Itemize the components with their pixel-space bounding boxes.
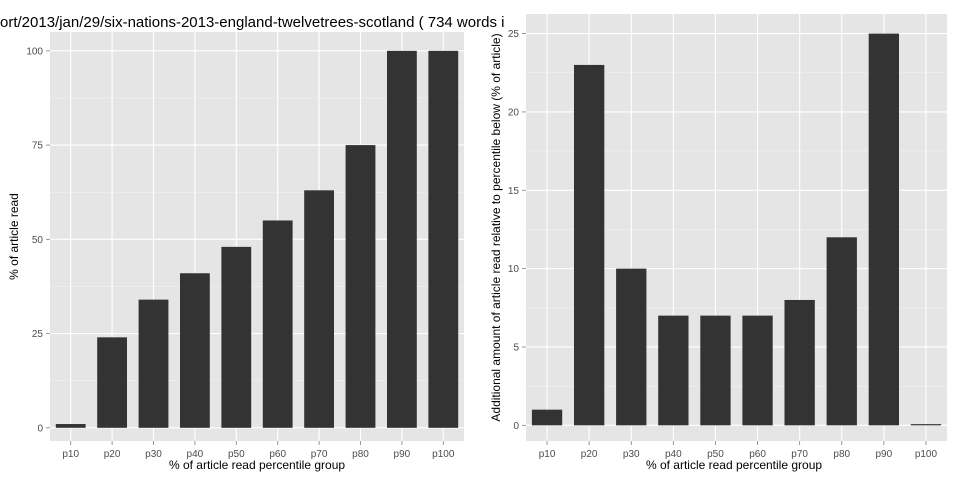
x-tick-label: p70 xyxy=(791,449,808,460)
bar-p70 xyxy=(304,190,335,428)
x-tick-label: p60 xyxy=(749,449,766,460)
bar-p20 xyxy=(97,337,128,428)
bar-p60 xyxy=(262,220,293,428)
x-tick-label: p70 xyxy=(311,449,328,460)
x-tick-label: p40 xyxy=(187,449,204,460)
bar-p60 xyxy=(742,315,773,426)
bar-p100 xyxy=(428,50,459,428)
y-axis-label: Additional amount of article read relati… xyxy=(489,33,503,421)
y-tick-label: 75 xyxy=(32,141,44,152)
x-tick-label: p50 xyxy=(707,449,724,460)
bar-p30 xyxy=(616,268,647,426)
x-tick-label: p20 xyxy=(104,449,121,460)
bar-p80 xyxy=(345,145,376,428)
bar-p100 xyxy=(910,424,942,426)
x-tick-label: p60 xyxy=(269,449,286,460)
bar-p50 xyxy=(700,315,731,426)
bar-p90 xyxy=(868,33,900,426)
x-axis-label: % of article read percentile group xyxy=(169,458,345,472)
y-tick-label: 10 xyxy=(508,264,520,275)
bar-p70 xyxy=(784,299,815,426)
x-tick-label: p20 xyxy=(581,449,598,460)
bar-p80 xyxy=(826,237,857,426)
bar-p10 xyxy=(55,424,86,428)
x-tick-label: p10 xyxy=(539,449,556,460)
bar-p30 xyxy=(138,299,169,428)
y-tick-label: 0 xyxy=(37,423,43,434)
x-tick-label: p100 xyxy=(915,449,938,460)
x-tick-label: p90 xyxy=(394,449,411,460)
chart-title: ort/2013/jan/29/six-nations-2013-england… xyxy=(0,14,505,31)
x-tick-label: p50 xyxy=(228,449,245,460)
bar-p40 xyxy=(179,273,210,428)
x-tick-label: p90 xyxy=(876,449,893,460)
x-axis-label: % of article read percentile group xyxy=(646,458,822,472)
x-tick-label: p80 xyxy=(352,449,369,460)
y-tick-label: 0 xyxy=(513,421,519,432)
bar-p90 xyxy=(386,50,417,428)
bar-p20 xyxy=(573,64,605,426)
bar-p10 xyxy=(531,409,563,426)
y-tick-label: 100 xyxy=(26,46,43,57)
x-tick-label: p80 xyxy=(833,449,850,460)
bar-p50 xyxy=(221,246,252,428)
x-tick-label: p100 xyxy=(432,449,455,460)
y-tick-label: 25 xyxy=(32,329,44,340)
x-tick-label: p40 xyxy=(665,449,682,460)
y-tick-label: 50 xyxy=(32,235,44,246)
y-tick-label: 25 xyxy=(508,29,520,40)
y-tick-label: 5 xyxy=(513,342,519,353)
y-tick-label: 20 xyxy=(508,107,520,118)
y-axis-label: % of article read xyxy=(7,193,21,280)
x-tick-label: p30 xyxy=(145,449,162,460)
x-tick-label: p30 xyxy=(623,449,640,460)
bar-p40 xyxy=(658,315,689,426)
x-tick-label: p10 xyxy=(62,449,79,460)
y-tick-label: 15 xyxy=(508,186,520,197)
